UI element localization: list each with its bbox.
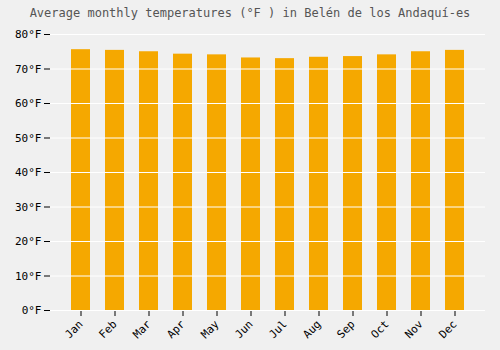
- svg-text:80°F: 80°F: [15, 28, 42, 41]
- svg-text:Oct: Oct: [368, 318, 391, 341]
- svg-text:Mar: Mar: [130, 317, 154, 341]
- svg-text:10°F: 10°F: [15, 270, 42, 283]
- svg-text:Aug: Aug: [300, 318, 323, 341]
- svg-text:Dec: Dec: [436, 318, 459, 341]
- html-text:Average monthly temperatures (: Average monthly temperatures (°F ) in Be…: [29, 6, 471, 20]
- svg-text:40°F: 40°F: [15, 166, 42, 179]
- svg-text:Sep: Sep: [334, 318, 357, 341]
- svg-text:0°F: 0°F: [22, 304, 42, 317]
- svg-text:Nov: Nov: [402, 317, 426, 341]
- svg-text:60°F: 60°F: [15, 97, 42, 110]
- svg-text:70°F: 70°F: [15, 63, 42, 76]
- svg-text:30°F: 30°F: [15, 201, 42, 214]
- svg-text:May: May: [198, 317, 222, 341]
- svg-text:Jun: Jun: [232, 318, 255, 341]
- svg-text:Feb: Feb: [96, 318, 119, 341]
- svg-text:Jan: Jan: [62, 318, 85, 341]
- svg-text:50°F: 50°F: [15, 132, 42, 145]
- svg-text:20°F: 20°F: [15, 235, 42, 248]
- svg-text:Jul: Jul: [266, 318, 289, 341]
- svg-text:Apr: Apr: [164, 317, 188, 341]
